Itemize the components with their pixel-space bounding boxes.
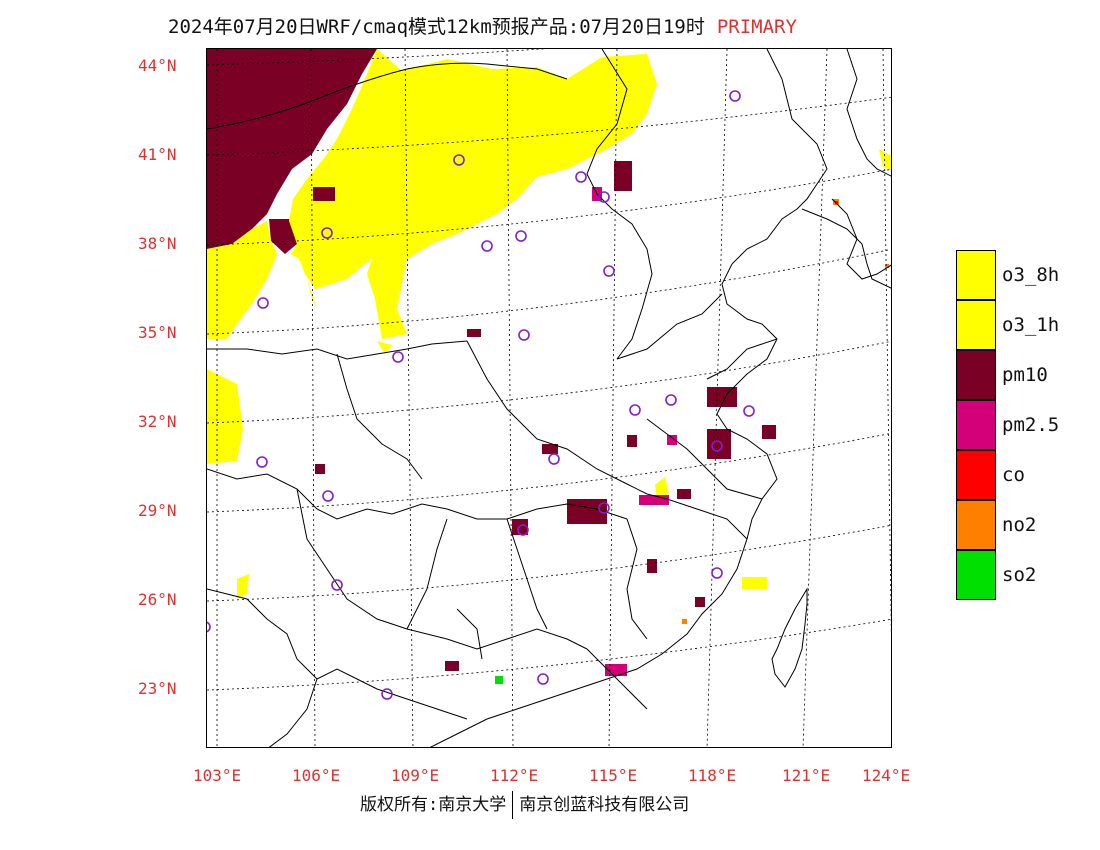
- lon-label-121: 121°E: [782, 766, 831, 785]
- station-marker: [729, 90, 741, 102]
- boundaries: [207, 49, 891, 747]
- map-canvas: [207, 49, 891, 747]
- station-markers: [207, 90, 755, 700]
- legend-label-no2: no2: [1002, 514, 1037, 536]
- station-marker: [207, 621, 211, 633]
- lat-label-38: 38°N: [138, 234, 177, 253]
- lat-label-26: 26°N: [138, 590, 177, 609]
- lat-label-44: 44°N: [138, 56, 177, 75]
- legend-label-pm25: pm2.5: [1002, 414, 1060, 436]
- ozone-region-north: [207, 49, 891, 599]
- copyright-footer: 版权所有:南京大学 南京创蓝科技有限公司: [360, 790, 689, 819]
- station-marker: [603, 265, 615, 277]
- station-marker: [257, 297, 269, 309]
- no2-co-cells: [682, 199, 889, 624]
- legend-swatch-pm10: [956, 350, 996, 400]
- station-marker: [321, 227, 333, 239]
- copyright-right: 南京创蓝科技有限公司: [519, 795, 690, 815]
- lat-label-23: 23°N: [138, 679, 177, 698]
- station-marker: [322, 490, 334, 502]
- station-marker: [381, 688, 393, 700]
- station-marker: [711, 567, 723, 579]
- legend-swatch-so2: [956, 550, 996, 600]
- station-marker: [598, 191, 610, 203]
- title-primary-tag: PRIMARY: [716, 16, 797, 38]
- lon-label-106: 106°E: [292, 766, 341, 785]
- station-marker: [331, 579, 343, 591]
- copyright-left: 版权所有:南京大学: [360, 795, 507, 815]
- lat-label-29: 29°N: [138, 501, 177, 520]
- legend-label-pm10: pm10: [1002, 364, 1048, 386]
- legend-swatch-o3-8h: [956, 250, 996, 300]
- legend-label-so2: so2: [1002, 564, 1037, 586]
- so2-cells: [495, 676, 503, 684]
- legend-label-o3-8h: o3_8h: [1002, 264, 1060, 286]
- lat-label-35: 35°N: [138, 323, 177, 342]
- legend-swatch-co: [956, 450, 996, 500]
- lon-label-118: 118°E: [688, 766, 737, 785]
- station-marker: [453, 154, 465, 166]
- station-marker: [665, 394, 677, 406]
- station-marker: [517, 524, 529, 536]
- legend-swatch-pm25: [956, 400, 996, 450]
- station-marker: [711, 440, 723, 452]
- title-text: 2024年07月20日WRF/cmaq模式12km预报产品:07月20日19时: [168, 16, 705, 38]
- station-marker: [518, 329, 530, 341]
- station-marker: [515, 230, 527, 242]
- graticule: [207, 49, 891, 747]
- lat-label-32: 32°N: [138, 412, 177, 431]
- station-marker: [743, 405, 755, 417]
- station-marker: [629, 404, 641, 416]
- pm10-region-northwest: [207, 49, 377, 254]
- station-marker: [481, 240, 493, 252]
- lon-label-115: 115°E: [589, 766, 638, 785]
- station-marker: [392, 351, 404, 363]
- lon-label-112: 112°E: [490, 766, 539, 785]
- legend-swatch-o3-1h: [956, 300, 996, 350]
- lon-label-109: 109°E: [391, 766, 440, 785]
- lat-label-41: 41°N: [138, 145, 177, 164]
- legend-label-o3-1h: o3_1h: [1002, 314, 1060, 336]
- legend-label-co: co: [1002, 464, 1025, 486]
- map-title: 2024年07月20日WRF/cmaq模式12km预报产品:07月20日19时 P…: [168, 12, 797, 39]
- station-marker: [537, 673, 549, 685]
- station-marker: [256, 456, 268, 468]
- legend-swatch-no2: [956, 500, 996, 550]
- lon-label-103: 103°E: [193, 766, 242, 785]
- station-marker: [548, 453, 560, 465]
- lon-label-124: 124°E: [862, 766, 911, 785]
- map-frame: [206, 48, 892, 748]
- station-marker: [598, 502, 610, 514]
- station-marker: [575, 171, 587, 183]
- footer-divider: [512, 791, 514, 819]
